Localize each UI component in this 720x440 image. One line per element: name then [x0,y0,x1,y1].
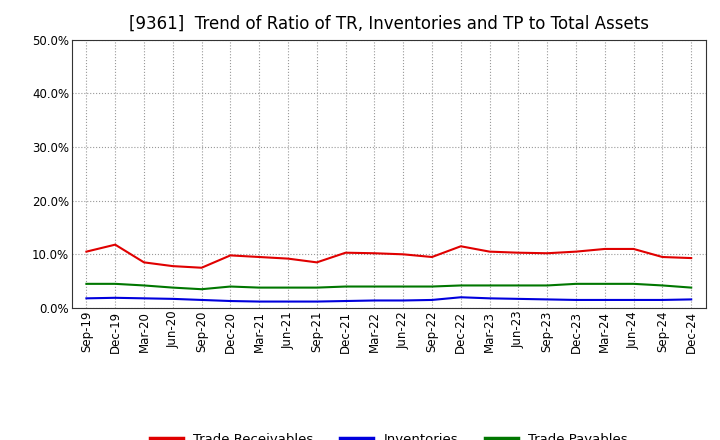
Inventories [370,298,379,303]
Inventories [111,295,120,301]
Trade Payables [312,285,321,290]
Trade Payables [514,283,523,288]
Trade Receivables [341,250,350,255]
Trade Receivables [140,260,148,265]
Trade Payables [600,281,609,286]
Trade Payables [399,284,408,289]
Trade Payables [428,284,436,289]
Inventories [572,297,580,303]
Inventories [226,298,235,304]
Trade Receivables [543,251,552,256]
Inventories [600,297,609,303]
Trade Payables [197,286,206,292]
Inventories [658,297,667,303]
Trade Receivables [428,254,436,260]
Line: Trade Payables: Trade Payables [86,284,691,289]
Line: Inventories: Inventories [86,297,691,301]
Trade Payables [168,285,177,290]
Trade Receivables [629,246,638,252]
Trade Receivables [82,249,91,254]
Trade Receivables [111,242,120,247]
Trade Receivables [255,254,264,260]
Trade Receivables [399,252,408,257]
Trade Receivables [485,249,494,254]
Trade Payables [341,284,350,289]
Trade Payables [572,281,580,286]
Trade Payables [140,283,148,288]
Trade Payables [226,284,235,289]
Trade Receivables [658,254,667,260]
Trade Receivables [226,253,235,258]
Trade Payables [485,283,494,288]
Inventories [197,297,206,303]
Inventories [629,297,638,303]
Trade Payables [687,285,696,290]
Trade Receivables [312,260,321,265]
Trade Payables [658,283,667,288]
Title: [9361]  Trend of Ratio of TR, Inventories and TP to Total Assets: [9361] Trend of Ratio of TR, Inventories… [129,15,649,33]
Inventories [543,297,552,302]
Line: Trade Receivables: Trade Receivables [86,245,691,268]
Trade Payables [629,281,638,286]
Trade Receivables [168,264,177,269]
Inventories [255,299,264,304]
Trade Receivables [600,246,609,252]
Trade Receivables [514,250,523,255]
Inventories [687,297,696,302]
Inventories [82,296,91,301]
Trade Receivables [456,244,465,249]
Trade Receivables [687,256,696,261]
Trade Payables [111,281,120,286]
Trade Payables [370,284,379,289]
Inventories [514,296,523,301]
Inventories [428,297,436,303]
Trade Payables [456,283,465,288]
Inventories [456,295,465,300]
Trade Payables [543,283,552,288]
Trade Payables [255,285,264,290]
Inventories [399,298,408,303]
Trade Payables [284,285,292,290]
Inventories [284,299,292,304]
Inventories [168,296,177,301]
Trade Receivables [284,256,292,261]
Legend: Trade Receivables, Inventories, Trade Payables: Trade Receivables, Inventories, Trade Pa… [145,427,633,440]
Inventories [140,296,148,301]
Trade Receivables [572,249,580,254]
Inventories [485,296,494,301]
Trade Payables [82,281,91,286]
Trade Receivables [197,265,206,270]
Trade Receivables [370,251,379,256]
Inventories [341,298,350,304]
Inventories [312,299,321,304]
